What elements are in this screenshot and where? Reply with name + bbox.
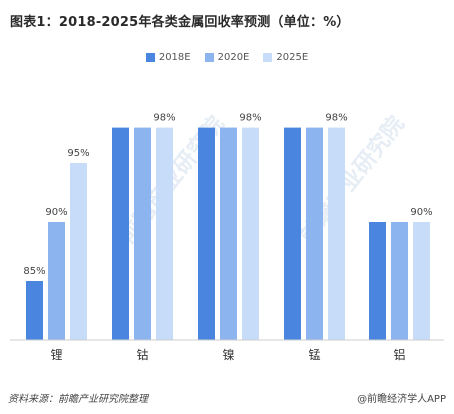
bar-镍-2025E — [242, 127, 259, 340]
bar-锂-2018E — [26, 281, 43, 340]
bar-锰-2018E — [284, 127, 301, 340]
bar-锰-2025E — [328, 127, 345, 340]
chart-title: 图表1：2018-2025年各类金属回收率预测（单位：%） — [10, 15, 350, 30]
brand-credit: @前瞻经济学人APP — [357, 394, 446, 405]
bar-钴-2018E — [112, 127, 129, 340]
data-label-钴-2025E: 98% — [153, 113, 175, 124]
legend-label-2018e: 2018E — [158, 52, 191, 63]
legend-swatch-2018e — [145, 53, 155, 62]
source-note: 资料来源：前瞻产业研究院整理 — [8, 394, 148, 405]
category-ticks-group: 锂钴镍锰铝 — [50, 347, 405, 362]
bars-group — [26, 127, 430, 340]
labels-group: 85% 90% 95% 98% 98% 98% 90% — [23, 113, 432, 277]
bar-铝-2025E — [413, 222, 430, 340]
legend-swatch-2020e — [204, 53, 214, 62]
category-tick-锰: 锰 — [308, 347, 320, 362]
category-tick-锂: 锂 — [50, 347, 62, 362]
bar-铝-2020E — [391, 222, 408, 340]
data-label-锂-2020E: 90% — [45, 207, 67, 218]
category-tick-钴: 钴 — [136, 347, 148, 362]
bar-钴-2020E — [134, 127, 151, 340]
legend-item-2020e: 2020E — [204, 52, 250, 63]
bar-钴-2025E — [156, 127, 173, 340]
legend-item-2018e: 2018E — [145, 52, 191, 63]
legend-item-2025e: 2025E — [263, 52, 308, 63]
data-label-锂-2018E: 85% — [23, 266, 45, 277]
bar-锂-2020E — [48, 222, 65, 340]
legend: 2018E 2020E 2025E — [0, 52, 454, 63]
bar-铝-2018E — [369, 222, 386, 340]
bar-锰-2020E — [306, 127, 323, 340]
data-label-锰-2025E: 98% — [325, 113, 347, 124]
bar-镍-2020E — [220, 127, 237, 340]
category-tick-镍: 镍 — [222, 348, 234, 362]
category-tick-铝: 铝 — [393, 347, 405, 362]
bar-锂-2025E — [70, 163, 87, 340]
data-label-镍-2025E: 98% — [239, 113, 261, 124]
data-label-铝-2025E: 90% — [410, 207, 432, 218]
bar-镍-2018E — [198, 127, 215, 340]
legend-label-2020e: 2020E — [217, 52, 250, 63]
legend-label-2025e: 2025E — [276, 52, 309, 63]
legend-swatch-2025e — [263, 53, 273, 62]
data-label-锂-2025E: 95% — [67, 148, 89, 159]
